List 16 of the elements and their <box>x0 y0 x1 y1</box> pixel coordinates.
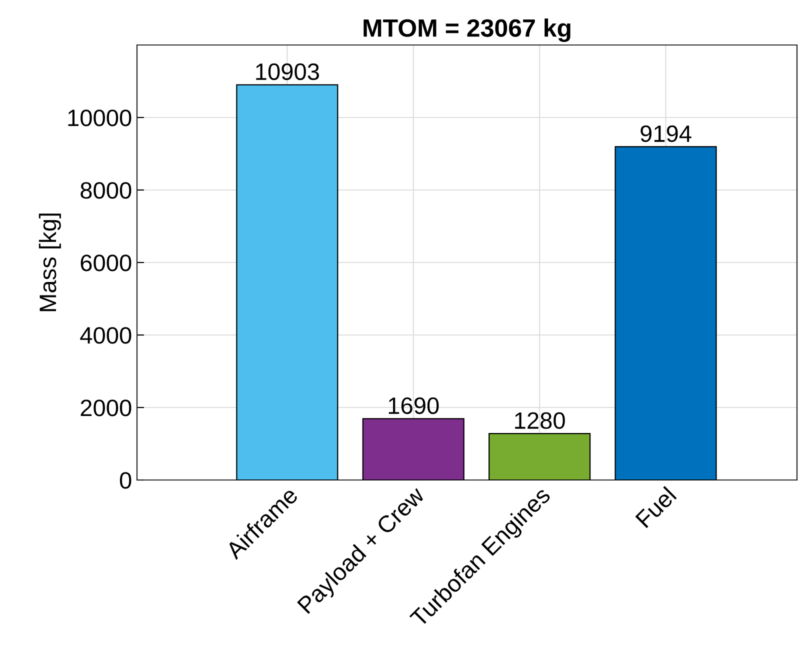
y-tick-label: 6000 <box>80 254 132 272</box>
bar <box>614 146 717 480</box>
y-tick-label: 0 <box>120 472 132 489</box>
chart-title: MTOM = 23067 kg <box>364 18 570 42</box>
y-tick-label: 8000 <box>80 182 132 199</box>
data-label: 1280 <box>515 412 565 429</box>
data-label: 10903 <box>256 63 319 80</box>
data-label: 1690 <box>388 397 439 414</box>
data-label: 9194 <box>640 125 692 142</box>
y-axis-title: Mass [kg] <box>38 214 61 312</box>
y-tick-label: 4000 <box>80 327 132 344</box>
bar <box>488 433 591 480</box>
y-tick-label: 10000 <box>68 110 132 126</box>
y-tick-label: 2000 <box>80 400 132 416</box>
bar <box>362 418 464 480</box>
bar <box>236 84 338 480</box>
